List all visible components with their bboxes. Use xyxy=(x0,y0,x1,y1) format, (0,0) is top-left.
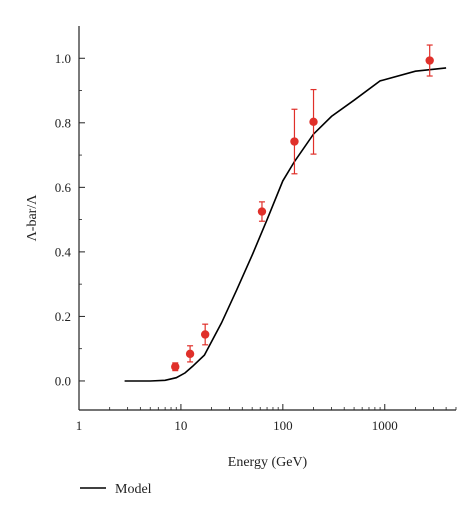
data-point xyxy=(290,108,299,175)
data-point xyxy=(425,44,434,77)
y-tick-label: 0.2 xyxy=(55,309,71,324)
data-marker xyxy=(257,207,267,216)
data-point xyxy=(171,362,180,372)
y-axis-title: Λ-bar/Λ xyxy=(25,194,40,242)
data-point xyxy=(200,323,210,346)
y-tick-label: 1.0 xyxy=(55,51,71,66)
data-marker xyxy=(290,137,299,146)
y-ticks: 0.0 0.2 0.4 0.6 0.8 1.0 xyxy=(55,51,85,388)
x-tick-label: 1000 xyxy=(372,418,398,433)
model-curve xyxy=(124,67,447,382)
y-tick-label: 0.8 xyxy=(55,115,71,130)
legend: Model xyxy=(80,482,152,497)
data-point xyxy=(257,201,267,222)
data-point xyxy=(185,345,195,363)
x-tick-label: 1 xyxy=(76,418,83,433)
x-tick-label: 100 xyxy=(273,418,293,433)
data-marker xyxy=(309,117,318,127)
y-tick-label: 0.4 xyxy=(55,244,72,259)
y-tick-label: 0.6 xyxy=(55,180,72,195)
data-marker xyxy=(425,56,434,65)
data-marker xyxy=(185,349,195,359)
data-marker xyxy=(171,362,180,371)
series-layer xyxy=(124,44,447,382)
data-marker xyxy=(200,330,210,339)
plot-area: 1 10 100 1000 0.0 0.2 0.4 0.6 0.8 1.0 xyxy=(55,26,457,433)
data-point xyxy=(309,88,318,155)
x-axis-title: Energy (GeV) xyxy=(228,455,308,470)
x-ticks: 1 10 100 1000 xyxy=(76,404,457,433)
x-tick-label: 10 xyxy=(174,418,187,433)
y-tick-label: 0.0 xyxy=(55,373,71,388)
legend-label-model: Model xyxy=(115,482,152,497)
